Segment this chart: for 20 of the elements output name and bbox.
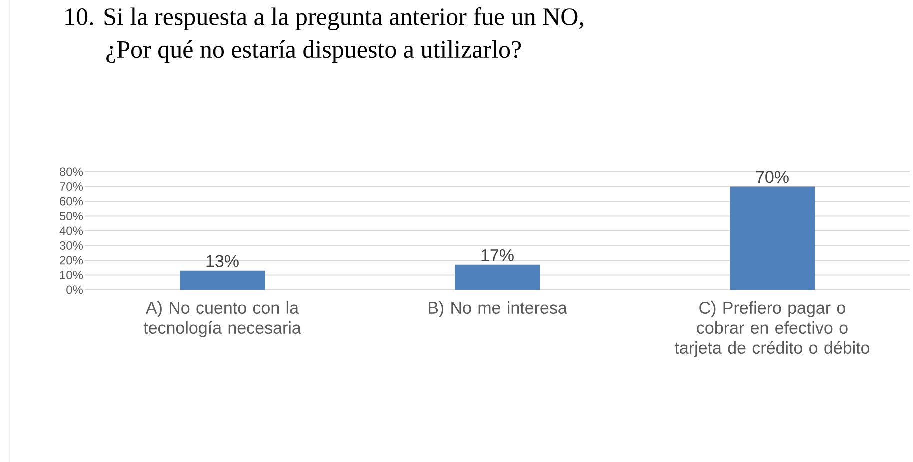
y-tick-label: 20%: [60, 256, 84, 265]
y-tick-label: 50%: [60, 212, 84, 220]
data-label: 70%: [756, 171, 789, 184]
y-tick-label: 40%: [60, 226, 84, 236]
y-tick-label: 60%: [60, 197, 84, 206]
data-label: 17%: [482, 249, 514, 262]
data-label: 13%: [206, 255, 239, 268]
bar: [455, 264, 540, 290]
x-tick-label: B) No me interesa: [428, 302, 568, 318]
bar: [180, 270, 266, 290]
y-tick-label: 70%: [60, 182, 84, 191]
y-tick-label: 30%: [60, 241, 84, 250]
chart-subtitle: ¿Por qué no estaría dispuesto a utilizarlo?: [106, 40, 522, 64]
x-tick-label: A) No cuento con la tecnología necesaria: [144, 302, 302, 338]
chart-title: 10. Si la respuesta a la pregunta anterior fue un NO,: [66, 8, 584, 31]
y-tick-label: 0%: [66, 286, 84, 294]
bar: [730, 186, 815, 290]
y-tick-label: 80%: [60, 168, 84, 176]
y-tick-label: 10%: [60, 270, 84, 280]
x-tick-label: C) Prefiero pagar o cobrar en efectivo o tarjeta de crédito o débito: [674, 302, 870, 358]
